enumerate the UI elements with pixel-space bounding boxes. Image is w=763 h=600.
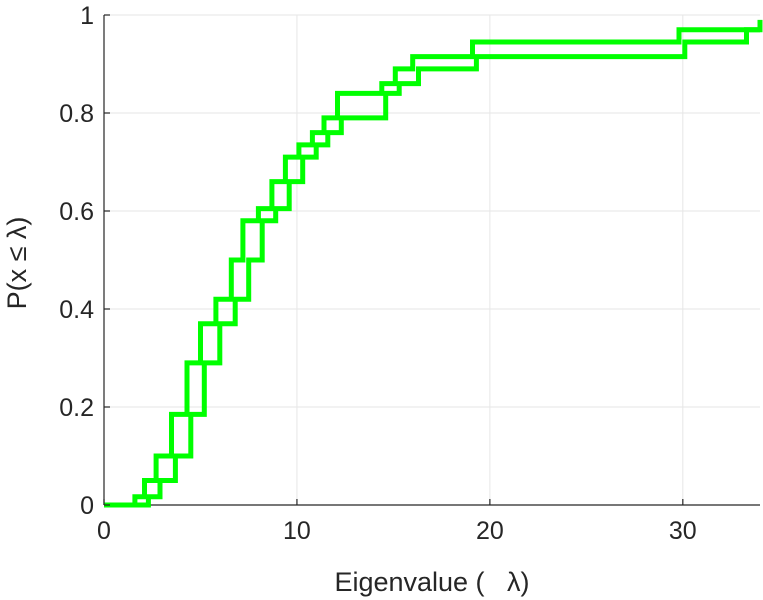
- ticks-layer: 0 10 20 30 0 0.2 0.4 0.6 0.8 1: [59, 2, 696, 545]
- series-layer: [104, 19, 763, 508]
- x-tick-label: 0: [97, 517, 111, 545]
- ecdf-upper-step-line: [104, 19, 763, 508]
- y-tick-label: 0.2: [59, 394, 94, 422]
- y-tick-label: 1: [80, 2, 94, 30]
- y-tick-label: 0.4: [59, 296, 94, 324]
- y-tick-label: 0.6: [59, 198, 94, 226]
- grid-layer: [103, 14, 760, 506]
- ecdf-lower-step-line: [104, 27, 760, 508]
- x-tick-label: 10: [283, 517, 311, 545]
- x-axis-label: Eigenvalue ( λ): [334, 567, 529, 597]
- axes-layer: [103, 15, 760, 506]
- y-tick-label: 0: [80, 492, 94, 520]
- y-tick-label: 0.8: [59, 100, 94, 128]
- x-tick-label: 30: [669, 517, 697, 545]
- y-axis-label: P(x ≤ λ): [2, 217, 32, 310]
- x-tick-label: 20: [476, 517, 504, 545]
